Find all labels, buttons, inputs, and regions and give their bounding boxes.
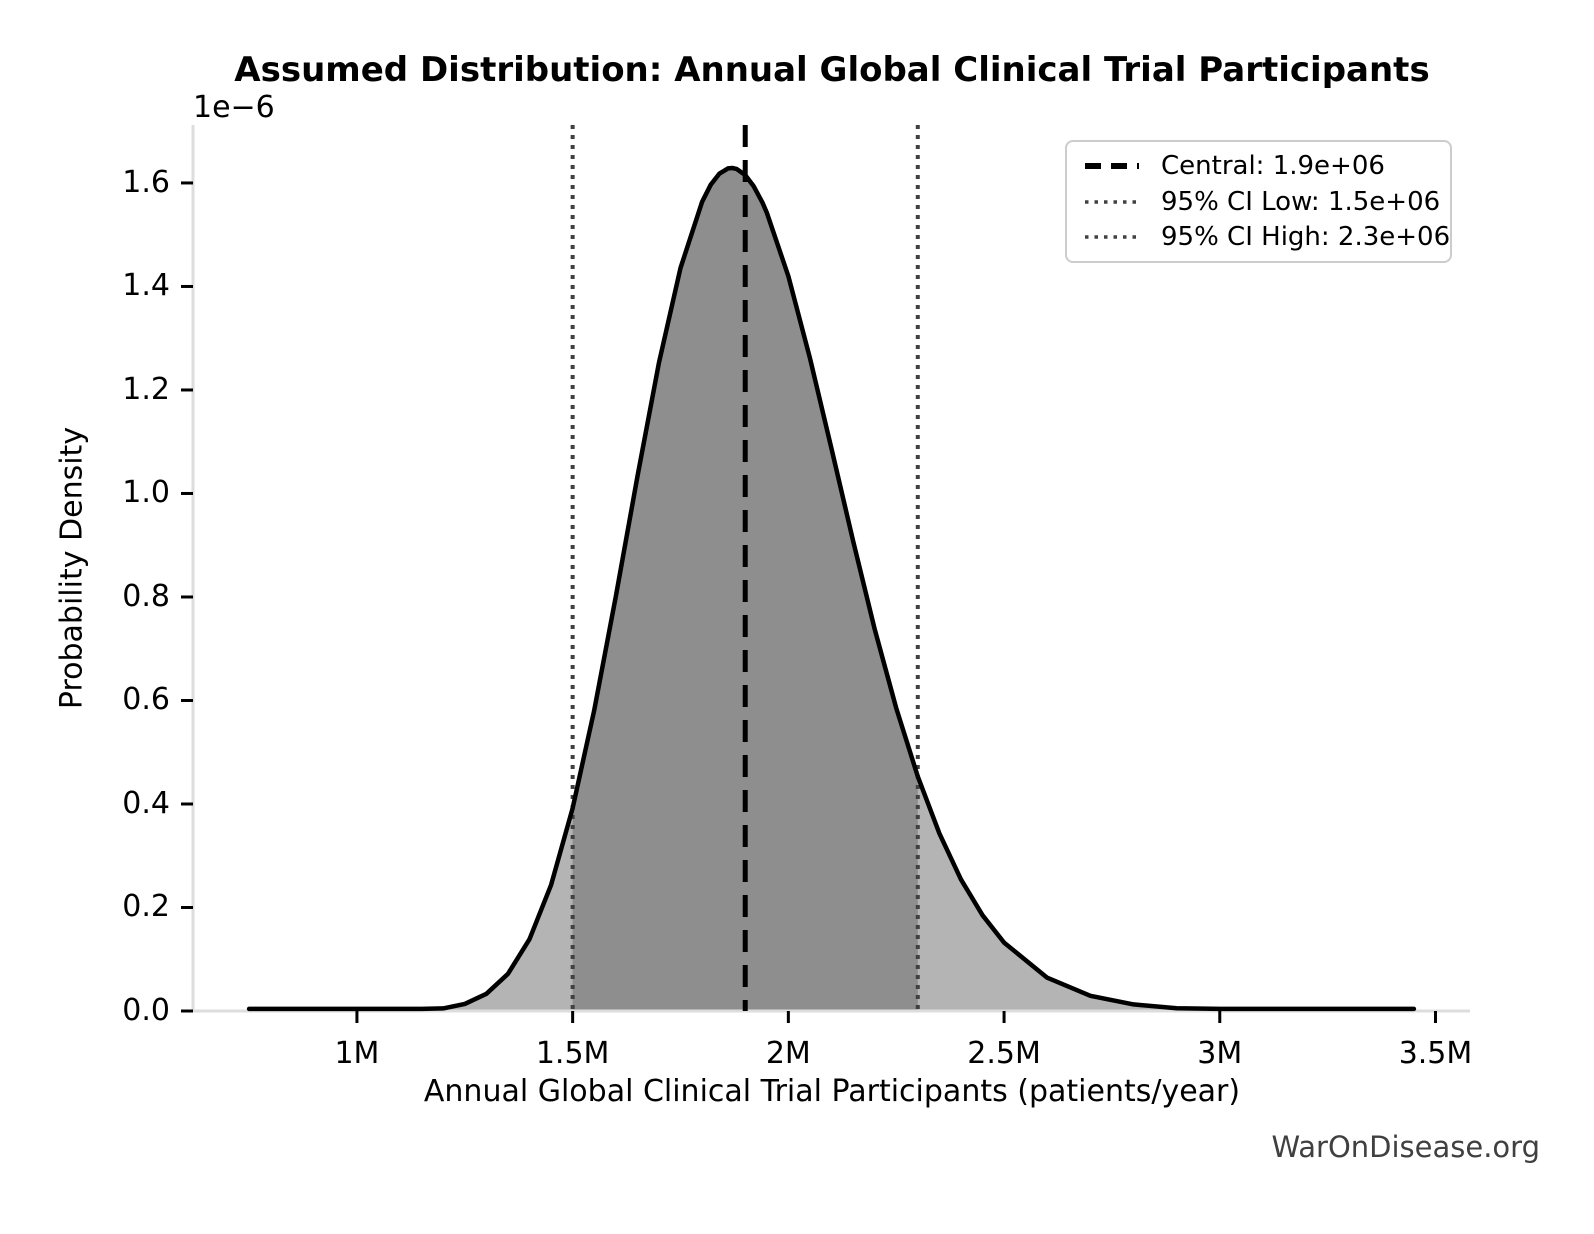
y-axis-label: Probability Density [54,426,90,710]
dotted-line-sample-icon [1085,199,1139,204]
watermark: WarOnDisease.org [1271,1130,1540,1164]
legend-label-central: Central: 1.9e+06 [1161,150,1385,181]
legend-item-central: Central: 1.9e+06 [1083,148,1440,184]
legend-label-ci-high: 95% CI High: 2.3e+06 [1161,222,1451,253]
legend-item-ci-high: 95% CI High: 2.3e+06 [1083,219,1450,255]
legend-item-ci-low: 95% CI Low: 1.5e+06 [1083,184,1440,220]
dotted-line-sample-icon [1085,235,1139,239]
legend: Central: 1.9e+06 95% CI Low: 1.5e+06 95%… [1065,140,1452,263]
legend-label-ci-low: 95% CI Low: 1.5e+06 [1161,186,1441,217]
chart-title: Assumed Distribution: Annual Global Clin… [234,50,1430,90]
dashed-line-sample-icon [1085,162,1139,169]
y-axis-offset-label: 1e−6 [193,90,275,125]
x-axis-label: Annual Global Clinical Trial Participant… [423,1074,1241,1109]
